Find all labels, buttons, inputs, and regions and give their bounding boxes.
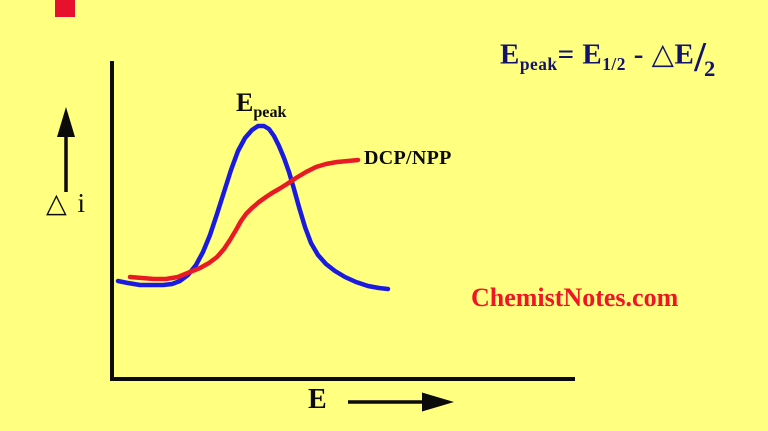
curves-layer — [115, 123, 391, 292]
formula-epeak: Epeak= E1/2 - △E/2 — [500, 34, 762, 82]
x-axis-label: E — [308, 384, 327, 415]
y-arrow-icon — [57, 107, 75, 192]
formula-slash: / — [694, 35, 706, 81]
chemistnotes-watermark: ChemistNotes.com — [471, 283, 679, 312]
formula-delta-e: △E — [651, 38, 695, 71]
dcp-npp-label: DCP/NPP — [364, 147, 452, 169]
curve-e-peak — [115, 123, 391, 292]
peak-label: Epeak — [236, 88, 286, 122]
formula-e: E — [500, 38, 520, 71]
formula-e-sub: peak — [519, 54, 558, 75]
formula-minus: - — [625, 38, 652, 71]
x-arrow-icon — [348, 392, 454, 412]
formula-half-sub: 1/2 — [602, 54, 626, 75]
peak-label-base: E — [236, 88, 254, 117]
red-square-watermark — [55, 0, 75, 17]
formula-equals: = E — [557, 38, 603, 71]
formula-denominator: 2 — [703, 55, 716, 81]
y-axis-label: △ i — [46, 188, 88, 218]
peak-label-sub: peak — [253, 104, 287, 122]
curve-dcp-npp — [127, 157, 361, 282]
